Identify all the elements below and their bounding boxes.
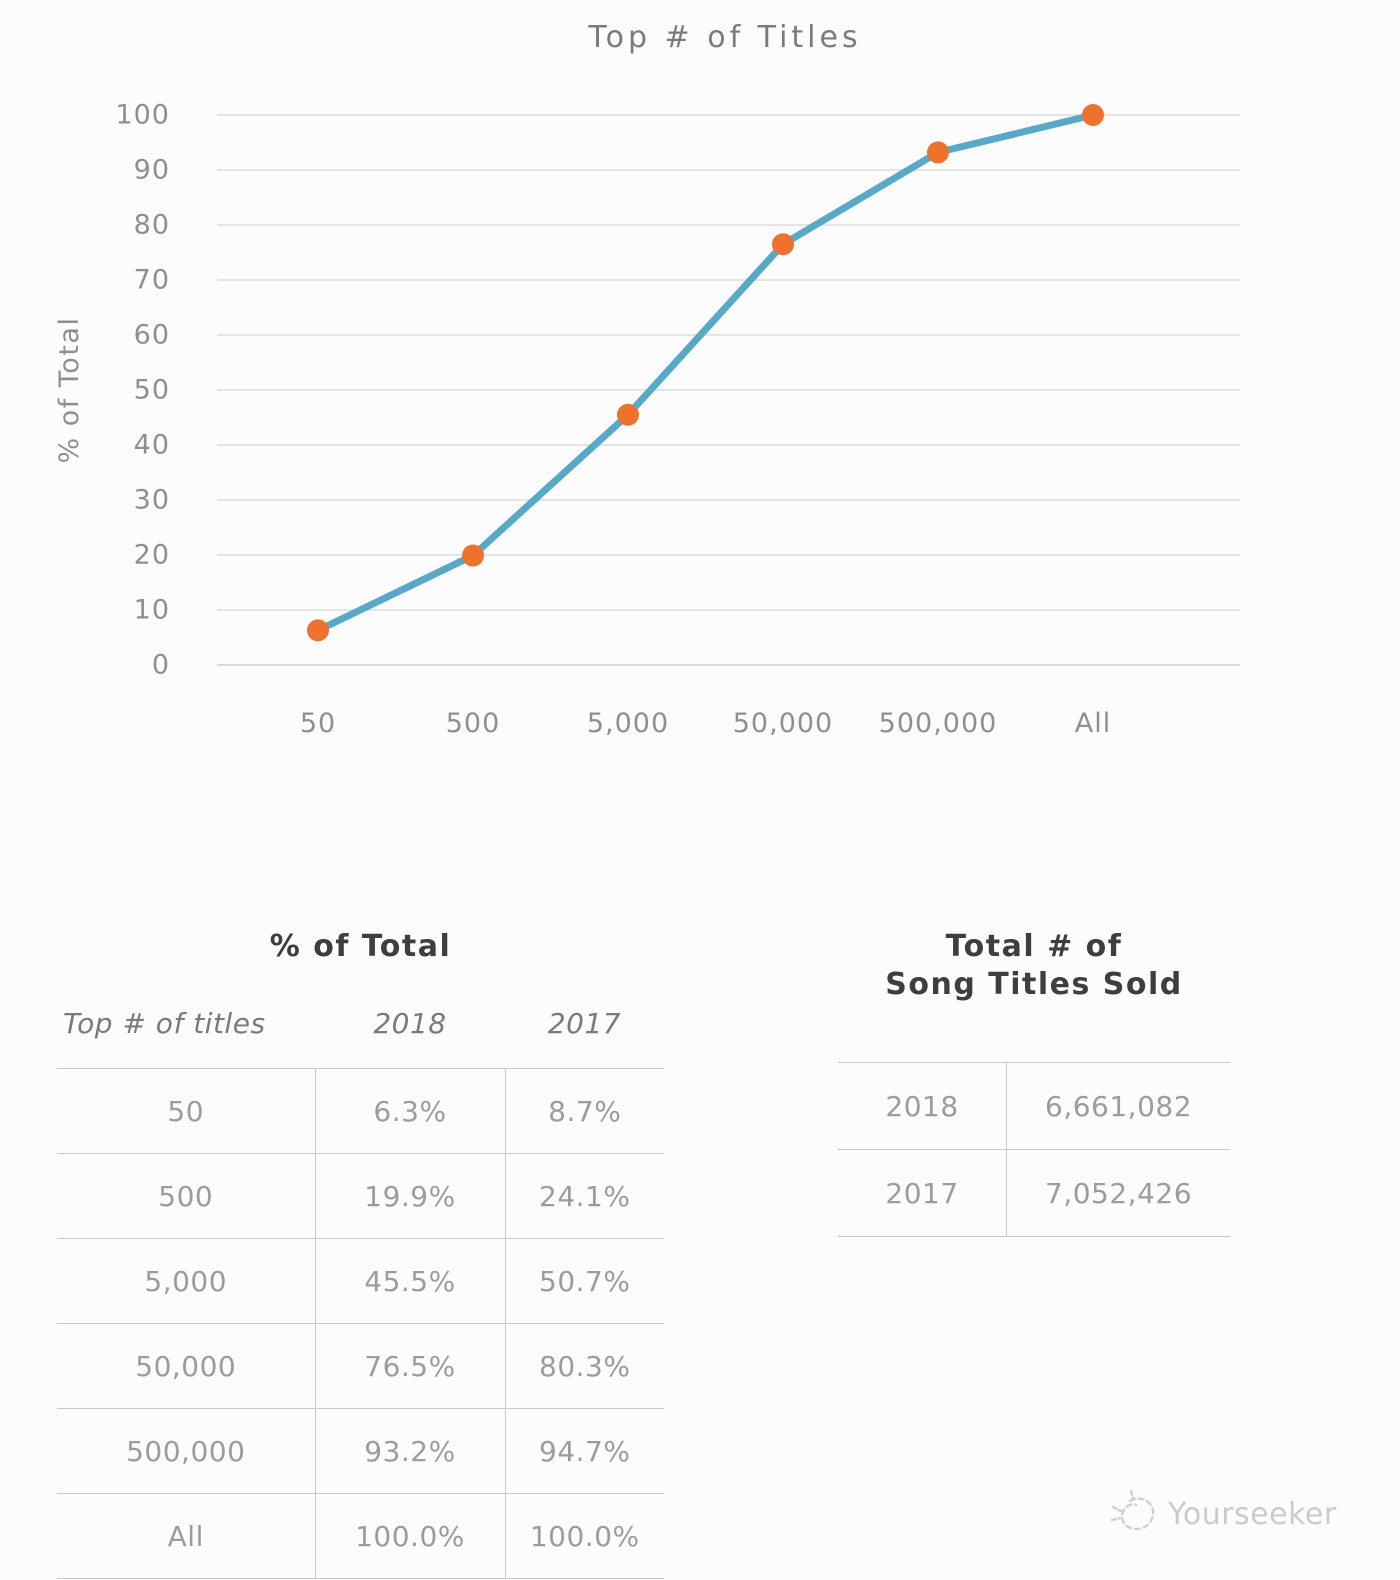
table-cell: 94.7% (504, 1408, 664, 1494)
table-cell: 500 (57, 1153, 315, 1239)
table-cell: 50 (57, 1068, 315, 1154)
table-row: 5,000 45.5% 50.7% (57, 1238, 664, 1324)
table-cell: All (57, 1493, 315, 1579)
data-point (462, 544, 484, 567)
chart-title: Top # of Titles (588, 20, 862, 55)
table-row: 500,000 93.2% 94.7% (57, 1408, 664, 1494)
table-cell: 100.0% (504, 1493, 664, 1579)
table-cell: 24.1% (504, 1153, 664, 1239)
y-tick-label: 80 (134, 210, 170, 241)
total-titles-sold-table-section: Total # of Song Titles Sold 2018 6,661,08… (838, 912, 1230, 1237)
watermark-text: Yourseeker (1168, 1496, 1337, 1532)
table-row: 2018 6,661,082 (838, 1062, 1230, 1150)
table-cell: 76.5% (314, 1323, 505, 1409)
totals-table-title-line2: Song Titles Sold (885, 967, 1183, 1002)
y-axis-label: % of Total (54, 317, 85, 464)
x-tick-label: 5,000 (587, 708, 669, 739)
x-tick-label: All (1075, 708, 1111, 739)
table-row: All 100.0% 100.0% (57, 1493, 664, 1579)
table-cell: 45.5% (314, 1238, 505, 1324)
totals-table-title: Total # of Song Titles Sold (838, 928, 1230, 1004)
x-tick-label: 500 (446, 708, 501, 739)
y-tick-label: 100 (115, 100, 170, 131)
table-cell: 19.9% (314, 1153, 505, 1239)
y-tick-label: 90 (134, 155, 170, 186)
table-header-row: Top # of titles 2018 2017 (57, 1006, 664, 1069)
table-row: 2017 7,052,426 (838, 1149, 1230, 1237)
line-chart: 0 10 20 30 40 50 60 70 80 90 100 50 500 5,000 50,000 50… (54, 100, 1240, 739)
y-tick-label: 50 (134, 375, 170, 406)
x-tick-label: 500,000 (879, 708, 998, 739)
table-cell: 50,000 (57, 1323, 315, 1409)
table-cell: 80.3% (504, 1323, 664, 1409)
table-cell: 6,661,082 (1006, 1062, 1230, 1150)
table-row: 50 6.3% 8.7% (57, 1068, 664, 1154)
table-cell: 7,052,426 (1006, 1149, 1230, 1237)
x-tick-label: 50 (300, 708, 336, 739)
table-cell: 5,000 (57, 1238, 315, 1324)
sketch-circle-icon (1110, 1489, 1155, 1531)
percent-of-total-table: Top # of titles 2018 2017 50 6.3% 8.7% 500 19.9… (57, 1006, 664, 1579)
y-tick-label: 20 (134, 540, 170, 571)
data-point (1082, 104, 1104, 126)
series-line-2018 (314, 111, 1097, 634)
y-tick-label: 70 (134, 265, 170, 296)
watermark: Yourseeker (1108, 1487, 1337, 1541)
column-header-2018: 2018 (373, 1007, 447, 1040)
y-tick-label: 10 (134, 595, 170, 626)
table-cell: 50.7% (504, 1238, 664, 1324)
table-cell: 2018 (838, 1062, 1007, 1150)
y-tick-label: 0 (152, 650, 170, 681)
y-tick-label: 40 (134, 430, 170, 461)
table-cell: 500,000 (57, 1408, 315, 1494)
table-cell: 8.7% (504, 1068, 664, 1154)
percent-table-title: % of Total (269, 929, 452, 964)
y-tick-label: 30 (134, 485, 170, 516)
table-cell: 6.3% (314, 1068, 505, 1154)
y-tick-label: 60 (134, 320, 170, 351)
totals-table-title-line1: Total # of (945, 929, 1123, 964)
x-tick-label: 50,000 (733, 708, 833, 739)
data-point (927, 141, 949, 164)
table-row: 50,000 76.5% 80.3% (57, 1323, 664, 1409)
data-point (307, 619, 329, 642)
table-cell: 2017 (838, 1149, 1007, 1237)
table-row: 500 19.9% 24.1% (57, 1153, 664, 1239)
data-point (617, 403, 639, 426)
percent-of-total-table-section: % of Total Top # of titles 2018 2017 50 6.3%… (57, 912, 664, 1579)
column-header-2017: 2017 (547, 1007, 622, 1040)
table-cell: 93.2% (314, 1408, 505, 1494)
table-cell: 100.0% (314, 1493, 505, 1579)
total-titles-sold-table: 2018 6,661,082 2017 7,052,426 (838, 1062, 1230, 1237)
data-point (772, 233, 794, 256)
column-header-top-titles: Top # of titles (63, 1007, 266, 1040)
